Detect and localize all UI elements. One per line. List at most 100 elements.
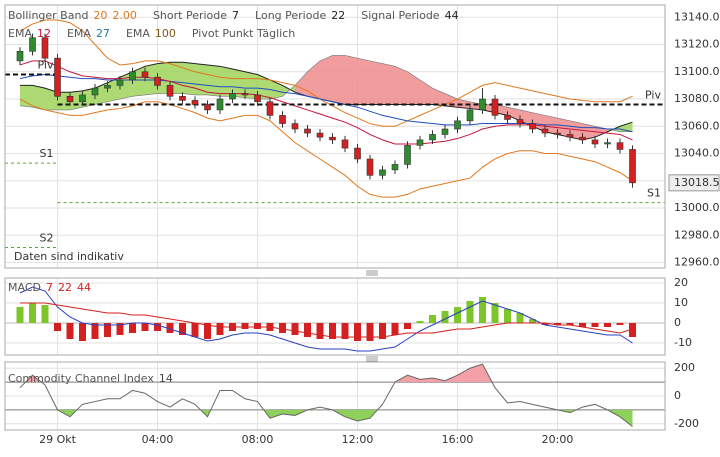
- legend-item: 44: [77, 281, 91, 294]
- line: [19, 55, 633, 133]
- histogram-bar: [79, 323, 86, 341]
- candle-body: [604, 142, 611, 145]
- histogram-bar: [304, 323, 311, 337]
- pivot-label: Piv: [38, 58, 54, 71]
- histogram-bar: [191, 323, 199, 337]
- y-tick-label: 13120.0: [674, 38, 720, 51]
- candle-body: [491, 98, 499, 116]
- histogram-bar: [91, 323, 99, 339]
- histogram-bar: [491, 303, 499, 323]
- histogram-bar: [354, 323, 361, 341]
- line: [19, 363, 633, 427]
- plot-area: [5, 278, 665, 355]
- candle-body: [116, 79, 124, 86]
- histogram-bar: [216, 323, 224, 335]
- cloud: [345, 55, 358, 105]
- pivot-label: S1: [40, 147, 54, 160]
- histogram-bar: [316, 323, 324, 339]
- legend: EMA 12 EMA 27 EMA 100 Pivot Punkt Täglich: [8, 27, 295, 40]
- histogram-bar: [116, 323, 124, 335]
- pivot-label: S2: [40, 232, 54, 245]
- histogram-bar: [29, 303, 36, 323]
- legend-item: MACD: [8, 281, 41, 294]
- cloud: [282, 85, 295, 97]
- y-tick-label: 0: [674, 389, 681, 402]
- x-tick-label: 12:00: [342, 433, 374, 446]
- y-tick-label: 13060.0: [674, 119, 720, 132]
- histogram-bar: [54, 323, 61, 331]
- histogram-bar: [529, 319, 536, 323]
- histogram-bar: [379, 323, 386, 339]
- cloud: [270, 79, 283, 100]
- candle-body: [516, 119, 524, 124]
- histogram-bar: [279, 323, 286, 333]
- histogram-bar: [104, 323, 111, 337]
- candle-body: [141, 71, 149, 78]
- legend-item: Pivot Punkt Täglich: [192, 27, 295, 40]
- legend-item: 7: [46, 281, 53, 294]
- y-tick-label: 13000.0: [674, 201, 720, 214]
- histogram-bar: [154, 323, 161, 331]
- cloud: [357, 58, 370, 105]
- candle-body: [529, 123, 536, 130]
- histogram-bar: [66, 323, 74, 339]
- candle-body: [416, 139, 424, 146]
- cloud: [257, 74, 270, 100]
- candle-body: [429, 134, 436, 141]
- x-tick-label: 29 Okt: [39, 433, 77, 446]
- candle-body: [541, 128, 549, 134]
- candle-body: [616, 142, 624, 150]
- histogram-bar: [554, 323, 561, 325]
- y-tick-label: 0: [674, 316, 681, 329]
- cloud: [182, 62, 195, 95]
- candle-body: [79, 94, 86, 103]
- legend-item: Commodity Channel Index: [8, 372, 154, 385]
- histogram-bar: [366, 323, 374, 341]
- candle-body: [41, 37, 49, 59]
- cci-area: [20, 364, 633, 383]
- histogram-bar: [141, 323, 149, 331]
- candle-body: [216, 98, 224, 111]
- candle-body: [266, 101, 274, 116]
- cloud: [207, 64, 220, 97]
- cloud: [295, 71, 308, 97]
- histogram-bar: [204, 323, 211, 339]
- legend-item: 2.00: [112, 9, 137, 22]
- panel-border: [4, 4, 666, 269]
- cloud: [320, 55, 333, 102]
- candle-body: [329, 136, 336, 141]
- candle-body: [179, 96, 186, 101]
- histogram-bar: [466, 301, 474, 323]
- histogram-bar: [404, 323, 411, 329]
- histogram-bar: [166, 323, 174, 333]
- cloud: [507, 107, 520, 121]
- legend-item: 100: [155, 27, 176, 40]
- candle-body: [579, 136, 586, 141]
- y-tick-label: 13080.0: [674, 92, 720, 105]
- x-tick-label: 04:00: [142, 433, 174, 446]
- legend: Bollinger Band 20 2.00 Short Periode 7 Long P…: [8, 9, 459, 22]
- candle-body: [454, 120, 461, 130]
- candle-body: [391, 164, 399, 171]
- legend: MACD 7 22 44: [8, 281, 91, 294]
- panel-border: [4, 361, 666, 431]
- histogram-bar: [616, 323, 624, 325]
- histogram-bar: [416, 321, 424, 323]
- candle-body: [154, 76, 161, 86]
- cci-area: [20, 409, 633, 427]
- candle-body: [479, 98, 486, 111]
- histogram-bar: [566, 323, 574, 325]
- cloud: [232, 69, 245, 98]
- cloud: [557, 118, 570, 138]
- histogram-bar: [454, 307, 461, 323]
- cloud: [20, 85, 33, 108]
- legend-item: 12: [37, 27, 51, 40]
- candle-body: [29, 37, 36, 52]
- legend-item: EMA: [8, 27, 32, 40]
- cloud: [432, 88, 445, 106]
- legend-item: 27: [96, 27, 110, 40]
- histogram-bar: [391, 323, 399, 335]
- legend-item: 44: [445, 9, 459, 22]
- histogram-bar: [129, 323, 136, 333]
- y-tick-label: 13100.0: [674, 65, 720, 78]
